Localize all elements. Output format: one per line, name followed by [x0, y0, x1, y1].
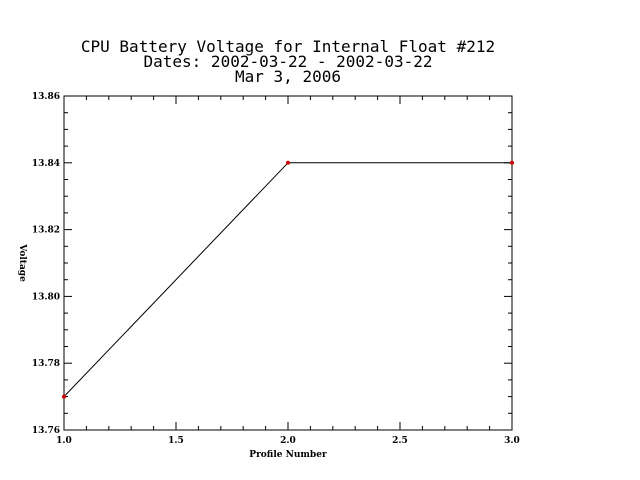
plot-frame — [63, 95, 513, 431]
y-tick-label: 13.80 — [32, 292, 60, 302]
series-layer — [62, 160, 514, 399]
y-tick-label: 13.82 — [32, 226, 60, 236]
series-line-segment — [63, 162, 289, 397]
y-tick-label: 13.78 — [32, 359, 60, 369]
y-tick-label: 13.84 — [32, 159, 60, 169]
data-point — [510, 160, 514, 165]
data-point — [62, 394, 66, 399]
y-tick-label: 13.76 — [32, 426, 60, 436]
x-tick-label: 3.0 — [504, 436, 520, 446]
chart-title-line-2: Dates: 2002-03-22 - 2002-03-22 — [144, 52, 433, 71]
y-tick-label: 13.86 — [32, 92, 60, 102]
x-tick-label: 1.5 — [168, 436, 184, 446]
chart-title-line-1: CPU Battery Voltage for Internal Float #… — [81, 37, 495, 56]
x-tick-label: 2.5 — [392, 436, 408, 446]
x-axis-title: Profile Number — [249, 450, 327, 460]
x-tick-label: 1.0 — [56, 436, 72, 446]
axis-ticks — [63, 95, 513, 431]
x-tick-label: 2.0 — [280, 436, 296, 446]
data-point — [286, 160, 290, 165]
y-axis-title: Voltage — [17, 243, 27, 282]
chart-title-line-3: Mar 3, 2006 — [235, 67, 341, 86]
axis-tick-labels: 1.0 1.5 2.0 2.5 3.0 13.76 13.78 13.80 13.82 13.84… — [32, 92, 520, 446]
